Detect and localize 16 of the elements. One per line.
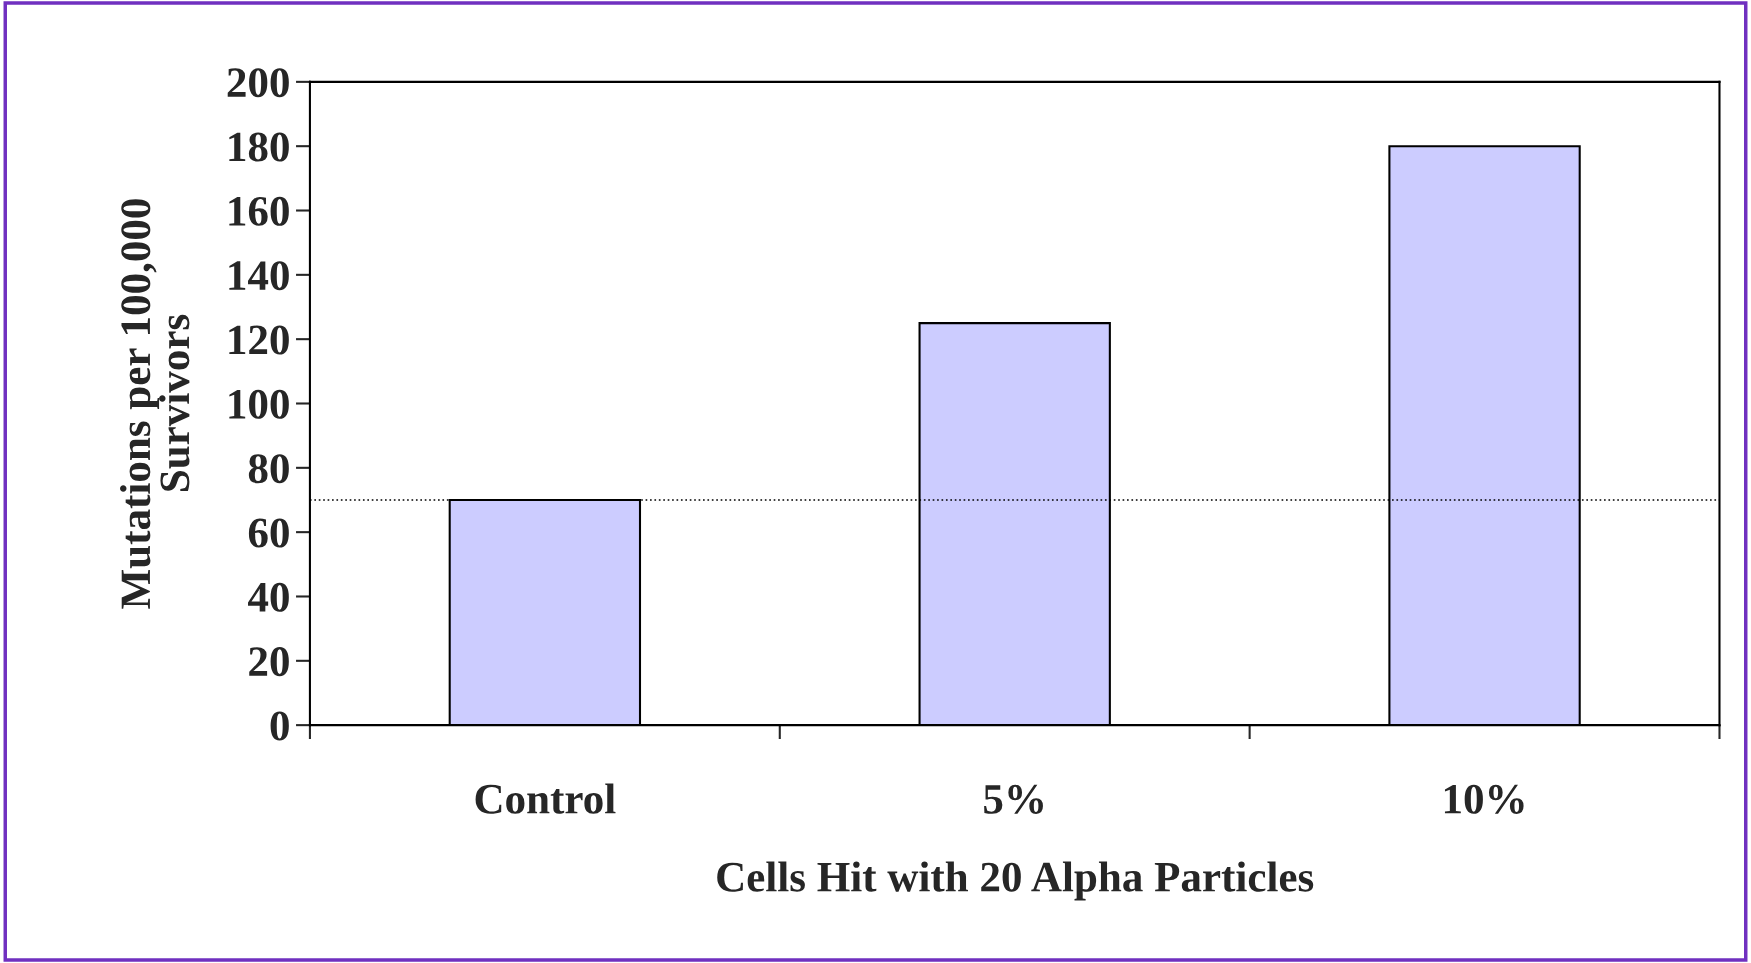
x-tick-label: Control <box>475 783 616 814</box>
y-tick-label: 160 <box>229 196 289 226</box>
y-tick-label: 120 <box>229 325 289 355</box>
y-tick-label: 180 <box>229 132 289 162</box>
x-axis-title: Cells Hit with 20 Alpha Particles <box>717 861 1314 901</box>
x-tick-label: 10% <box>1444 784 1524 814</box>
y-tick-label: 80 <box>248 454 289 484</box>
y-tick-label: 200 <box>227 68 289 98</box>
y-tick-label: 140 <box>229 261 289 291</box>
y-tick-label: 20 <box>249 647 289 677</box>
y-tick-label: 60 <box>248 518 289 548</box>
y-axis-title: Mutations per 100,000 Survivors <box>120 199 190 609</box>
y-tick-label: 40 <box>248 582 289 612</box>
y-tick-label: 0 <box>270 711 289 741</box>
y-tick-label: 100 <box>229 389 289 419</box>
x-tick-label: 5% <box>984 784 1043 814</box>
